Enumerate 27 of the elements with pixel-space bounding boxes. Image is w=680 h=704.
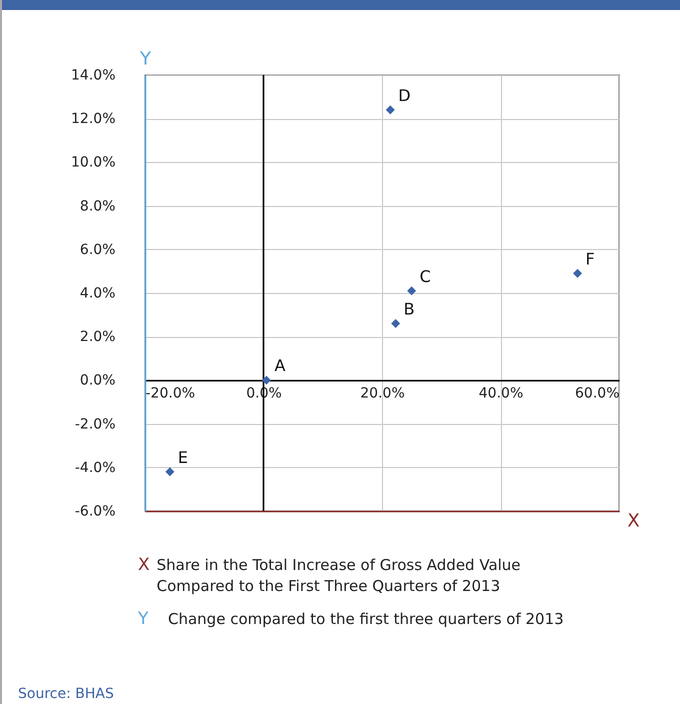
y-tick-label: 6.0% bbox=[80, 242, 116, 258]
y-tick-label: 4.0% bbox=[80, 286, 116, 302]
text: Share in the Total Increase of Gross Added Value Compared to the First Three Quarters of 2013 bbox=[156, 555, 522, 597]
annotation: F bbox=[586, 249, 595, 268]
annotation: E bbox=[178, 448, 188, 467]
y-tick-label: 2.0% bbox=[80, 329, 116, 346]
y-tick-label: 12.0% bbox=[71, 111, 116, 128]
y-tick-label: -2.0% bbox=[74, 416, 116, 432]
annotation: B bbox=[404, 300, 415, 319]
annotation: A bbox=[274, 356, 286, 376]
y-tick-label: 0.0% bbox=[80, 372, 116, 389]
text: Y bbox=[138, 609, 148, 629]
y-tick-label: 8.0% bbox=[80, 198, 116, 214]
text: X bbox=[138, 555, 150, 575]
x-tick-label: 40.0% bbox=[478, 386, 524, 402]
annotation: D bbox=[398, 86, 411, 105]
annotation: C bbox=[420, 266, 431, 286]
y-tick-label: 10.0% bbox=[71, 154, 116, 171]
x-tick-label: 20.0% bbox=[360, 386, 405, 402]
x-axis-title: X bbox=[627, 510, 640, 532]
x-tick-label: -20.0% bbox=[146, 386, 196, 402]
y-tick-label: -6.0% bbox=[74, 504, 116, 520]
y-tick-label: 14.0% bbox=[71, 68, 116, 84]
y-tick-label: -4.0% bbox=[74, 460, 116, 476]
text: Change compared to the first three quarters of 2013 bbox=[168, 609, 564, 630]
y-axis-title: Y bbox=[139, 48, 152, 70]
source-note: Source: BHAS bbox=[18, 686, 114, 702]
